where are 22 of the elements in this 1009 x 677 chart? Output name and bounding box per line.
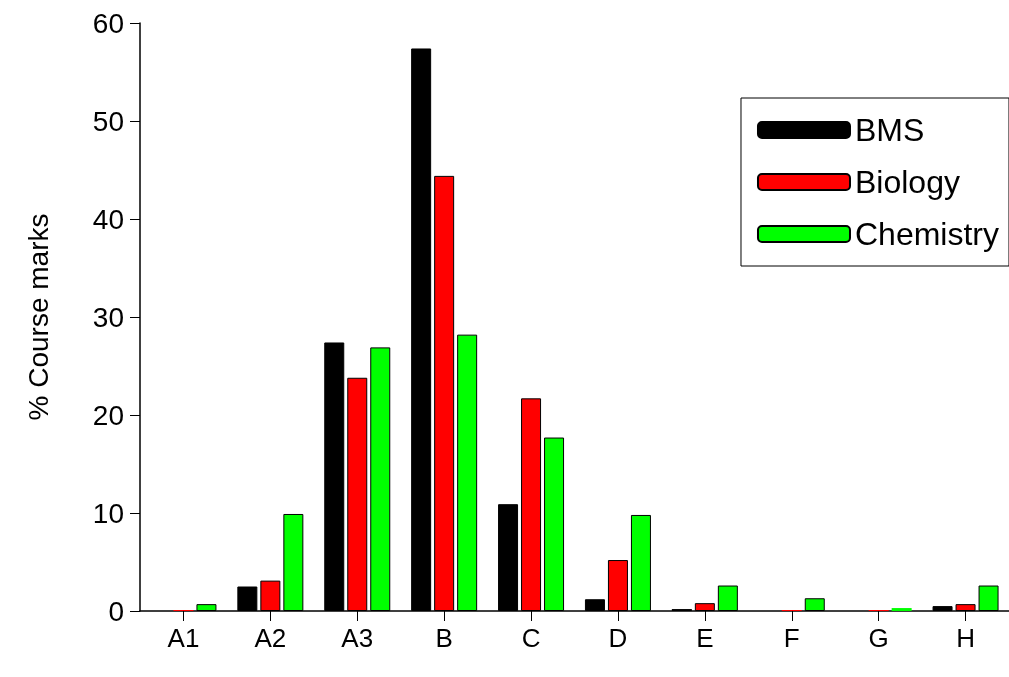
x-tick-label: A1 [167, 623, 200, 653]
x-tick-label: A3 [341, 623, 374, 653]
x-tick-label: B [435, 623, 453, 653]
legend-label: BMS [854, 112, 925, 148]
y-tick-label: 30 [92, 301, 124, 333]
y-tick-label: 10 [92, 497, 124, 529]
x-tick-label: F [783, 623, 800, 653]
x-tick-label: H [956, 623, 975, 653]
x-tick-label: C [521, 623, 541, 653]
x-tick-label: A2 [254, 623, 287, 653]
y-tick-label: 50 [92, 105, 124, 137]
y-axis-title: % Course marks [22, 213, 54, 421]
y-tick-label: 20 [92, 399, 124, 431]
y-tick-label: 40 [92, 203, 124, 235]
x-tick-label: D [608, 623, 628, 653]
y-tick-label: 0 [108, 595, 124, 627]
y-tick-label: 60 [92, 7, 124, 39]
x-tick-label: E [696, 623, 714, 653]
x-tick-label: G [868, 623, 889, 653]
legend-label: Chemistry [854, 216, 999, 252]
bar [891, 608, 912, 611]
legend-label: Biology [854, 164, 960, 200]
